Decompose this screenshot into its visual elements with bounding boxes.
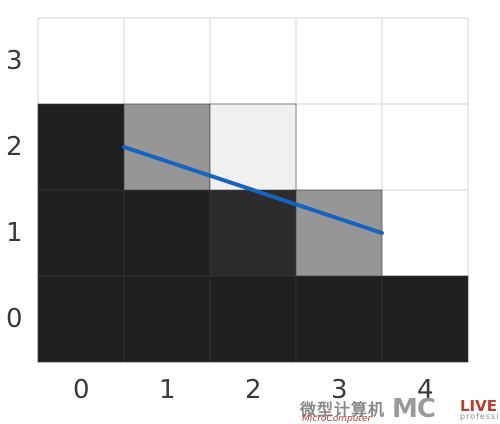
watermark: 微型计算机 MicroComputer MC LIVE professional	[300, 394, 500, 424]
x-tick-label: 1	[159, 375, 176, 405]
x-tick-label: 3	[331, 375, 348, 405]
y-tick-label: 0	[6, 304, 23, 334]
pixel-cell	[209, 189, 297, 277]
watermark-professional: professional	[460, 412, 500, 421]
pixel-cell	[295, 275, 383, 363]
watermark-chinese: 微型计算机	[300, 400, 386, 419]
pixel-cell	[381, 275, 469, 363]
rasterized-line	[122, 145, 384, 235]
pixel-cell	[37, 189, 125, 277]
pixel-cell	[123, 103, 211, 191]
watermark-live: LIVE	[460, 397, 497, 415]
y-tick-label: 1	[6, 218, 23, 248]
pixel-cell	[209, 103, 297, 191]
pixel-cell	[37, 275, 125, 363]
x-tick-label: 0	[73, 375, 90, 405]
pixel-cell	[123, 189, 211, 277]
watermark-brand: MC	[392, 394, 436, 424]
x-tick-label: 2	[245, 375, 262, 405]
y-tick-label: 2	[6, 132, 23, 162]
y-tick-label: 3	[6, 46, 23, 76]
pixel-cell	[209, 275, 297, 363]
pixel-cell	[123, 275, 211, 363]
x-tick-label: 4	[417, 375, 434, 405]
watermark-subtitle: MicroComputer	[302, 414, 372, 424]
pixel-cell	[295, 189, 383, 277]
pixel-cell	[37, 103, 125, 191]
